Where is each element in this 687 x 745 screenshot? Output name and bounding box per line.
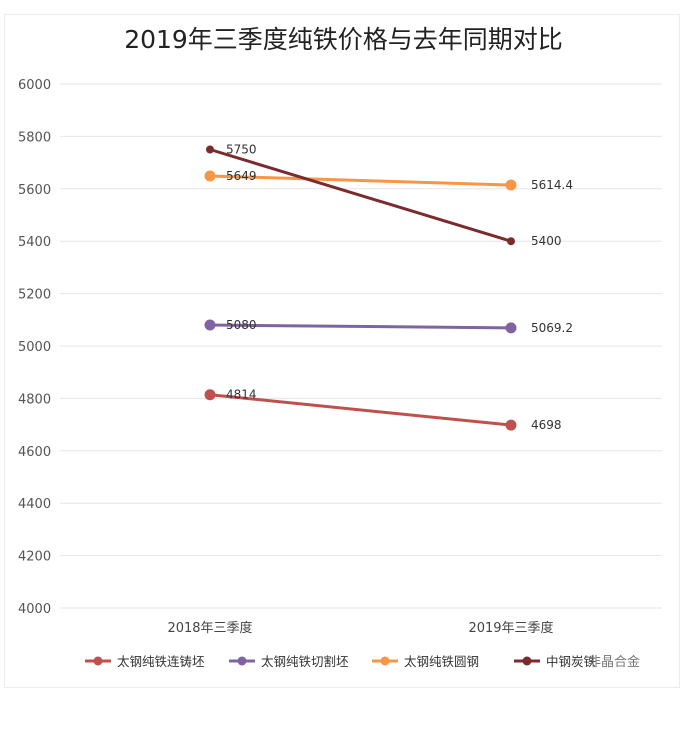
y-tick-label-1: 4200 [18,550,51,565]
y-tick-label-9: 5800 [18,130,51,145]
gridlines [60,83,662,609]
series-line-1 [209,323,512,330]
data-label-3-1: 5400 [531,234,562,248]
x-tick-label-0: 2018年三季度 [167,620,252,636]
data-label-1-0: 5080 [226,318,257,332]
y-tick-label-8: 5600 [18,183,51,198]
legend-label-0: 太钢纯铁连铸坯 [117,654,205,669]
data-label-2-1: 5614.4 [531,178,573,192]
legend-swatch-marker-1 [237,656,247,666]
legend-item-2: 太钢纯铁圆钢 [372,654,479,669]
data-label-0-0: 4814 [226,388,257,402]
y-tick-label-4: 4800 [18,392,51,407]
data-point-2-1 [505,179,517,191]
series-line-3 [209,148,512,243]
chart-title: 2019年三季度纯铁价格与去年同期对比 [124,25,563,54]
y-tick-label-5: 5000 [18,340,51,355]
x-axis: 2018年三季度 2019年三季度 [167,620,553,636]
legend-item-1: 太钢纯铁切割坯 [229,654,349,669]
data-label-3-0: 5750 [226,143,257,157]
data-label-1-1: 5069.2 [531,321,573,335]
series-2: 5649 5614.4 [204,169,573,192]
series-group: 4814 4698 5080 5069.2 5649 5614.4 5750 5400 [204,143,573,432]
legend-label-2: 太钢纯铁圆钢 [404,654,479,669]
x-tick-label-1: 2019年三季度 [468,620,553,636]
watermark-text: 非晶合金 [588,655,641,670]
data-label-2-0: 5649 [226,169,257,183]
series-line-0 [209,393,512,427]
y-tick-label-7: 5400 [18,235,51,250]
legend-label-3: 中钢炭铁 [546,654,597,669]
legend-swatch-marker-0 [93,656,103,666]
legend-swatch-marker-3 [522,656,532,666]
series-3: 5750 5400 [206,143,562,248]
y-tick-label-0: 4000 [18,602,51,617]
series-line-2 [209,174,512,187]
data-point-3-1 [507,237,515,246]
data-point-0-1 [505,419,517,431]
legend-item-0: 太钢纯铁连铸坯 [85,654,205,669]
y-tick-label-6: 5200 [18,288,51,303]
data-point-1-1 [505,322,517,334]
y-axis: 4000 4200 4400 4600 4800 5000 5200 5400 5600 5800… [18,78,51,617]
data-point-1-0 [204,319,216,331]
y-tick-label-10: 6000 [18,78,51,93]
legend-label-1: 太钢纯铁切割坯 [261,654,349,669]
legend-swatch-marker-2 [380,656,390,666]
series-0: 4814 4698 [204,388,562,432]
legend: 太钢纯铁连铸坯 太钢纯铁切割坯 太钢纯铁圆钢 中钢炭铁 [85,654,597,669]
data-point-2-0 [204,170,216,182]
legend-item-3: 中钢炭铁 [514,654,597,669]
y-tick-label-3: 4600 [18,445,51,460]
data-point-0-0 [204,389,216,401]
data-label-0-1: 4698 [531,418,562,432]
data-point-3-0 [206,145,214,154]
series-1: 5080 5069.2 [204,318,573,335]
y-tick-label-2: 4400 [18,497,51,512]
chart-frame [4,14,680,688]
